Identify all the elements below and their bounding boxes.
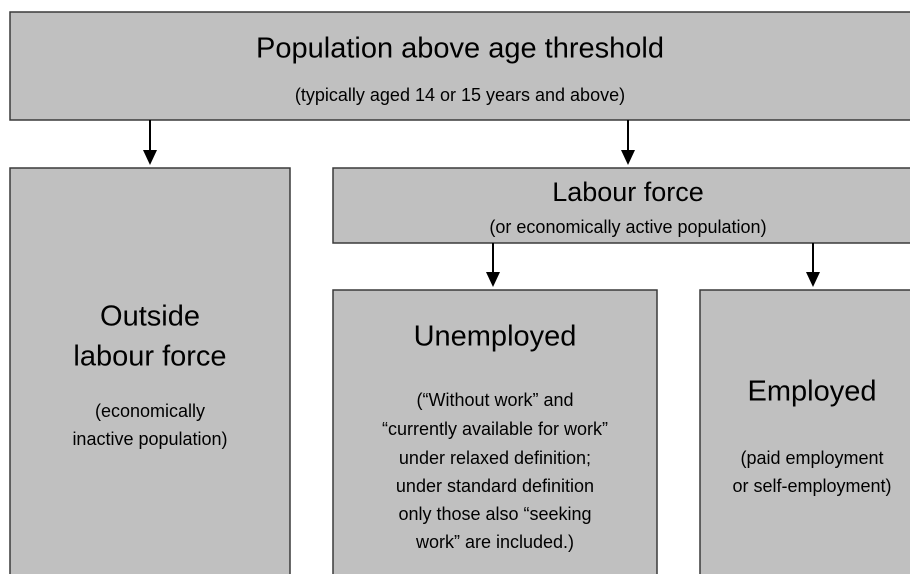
node-title: Employed bbox=[748, 376, 877, 408]
labour-force-box bbox=[332, 167, 910, 244]
node-description: under standard definition bbox=[396, 476, 594, 496]
node-title: Labour force bbox=[552, 177, 704, 207]
outside-labour-force-box bbox=[9, 167, 291, 574]
node-description: inactive population) bbox=[72, 429, 227, 449]
arrow bbox=[806, 243, 820, 287]
arrow bbox=[486, 243, 500, 287]
employed-box bbox=[699, 289, 910, 574]
node-title: Unemployed bbox=[414, 321, 577, 353]
node-description: or self-employment) bbox=[732, 476, 891, 496]
unemployed-box bbox=[332, 289, 658, 574]
node-description: under relaxed definition; bbox=[399, 448, 591, 468]
node-description: (typically aged 14 or 15 years and above… bbox=[295, 85, 625, 105]
node-description: only those also “seeking bbox=[398, 504, 591, 524]
node-title: Outside bbox=[100, 301, 200, 333]
arrow bbox=[621, 120, 635, 165]
node-title: Population above age threshold bbox=[256, 33, 664, 65]
node-description: “currently available for work” bbox=[382, 419, 608, 439]
node-title: labour force bbox=[73, 341, 226, 373]
node-description: (or economically active population) bbox=[489, 217, 766, 237]
node-description: (economically bbox=[95, 401, 205, 421]
node-description: (paid employment bbox=[740, 448, 883, 468]
arrow bbox=[143, 120, 157, 165]
node-description: (“Without work” and bbox=[416, 390, 573, 410]
node-description: work” are included.) bbox=[415, 532, 574, 552]
population-box bbox=[9, 11, 910, 121]
